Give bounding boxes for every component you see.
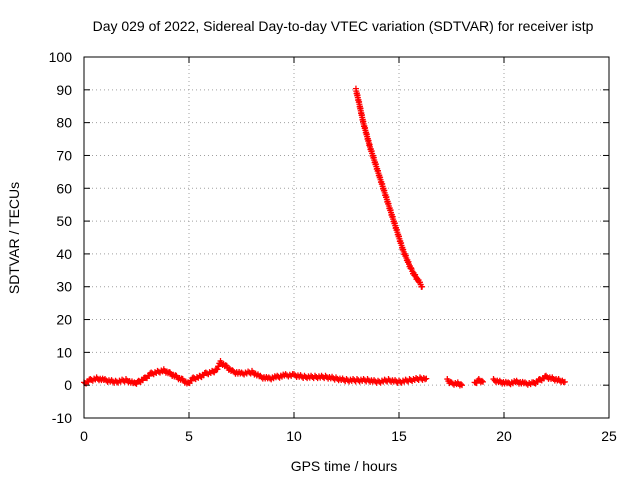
x-tick-label: 5 bbox=[185, 428, 193, 444]
data-segment-2 bbox=[444, 376, 465, 389]
x-tick-label: 10 bbox=[286, 428, 302, 444]
data-point-marker bbox=[561, 378, 568, 385]
y-tick-label: 40 bbox=[56, 246, 72, 262]
plot-border bbox=[83, 56, 610, 419]
data-segment-1 bbox=[352, 85, 426, 290]
y-tick-label: 70 bbox=[56, 147, 72, 163]
data-point-marker bbox=[480, 378, 486, 385]
data-point-marker bbox=[478, 377, 485, 384]
y-tick-label: 50 bbox=[56, 213, 72, 229]
grid-lines bbox=[84, 57, 609, 418]
x-tick-label: 25 bbox=[601, 428, 617, 444]
y-tick-label: 20 bbox=[56, 312, 72, 328]
data-point-marker bbox=[423, 375, 430, 382]
x-axis-label: GPS time / hours bbox=[291, 458, 398, 474]
x-tick-label: 0 bbox=[80, 428, 88, 444]
y-tick-label: 0 bbox=[64, 377, 72, 393]
y-tick-label: 30 bbox=[56, 279, 72, 295]
y-tick-label: 80 bbox=[56, 115, 72, 131]
y-tick-label: -10 bbox=[52, 410, 72, 426]
chart-title: Day 029 of 2022, Sidereal Day-to-day VTE… bbox=[93, 18, 594, 34]
y-axis-label: SDTVAR / TECUs bbox=[6, 182, 22, 294]
y-tick-label: 90 bbox=[56, 82, 72, 98]
x-tick-label: 20 bbox=[496, 428, 512, 444]
y-tick-label: 60 bbox=[56, 180, 72, 196]
data-point-marker bbox=[457, 381, 464, 388]
y-tick-label: 100 bbox=[49, 49, 73, 65]
data-point-marker bbox=[419, 283, 426, 290]
data-segment-4 bbox=[490, 372, 568, 388]
y-tick-label: 10 bbox=[56, 344, 72, 360]
data-point-marker bbox=[459, 382, 465, 389]
x-tick-label: 15 bbox=[391, 428, 407, 444]
data-segment-0 bbox=[81, 358, 430, 387]
axis-ticks: -10 0 10 20 30 40 50 60 70 80 90 100 0 5 10 15 20 25 bbox=[49, 49, 617, 444]
data-segment-3 bbox=[471, 376, 486, 387]
data-layer bbox=[81, 85, 568, 389]
